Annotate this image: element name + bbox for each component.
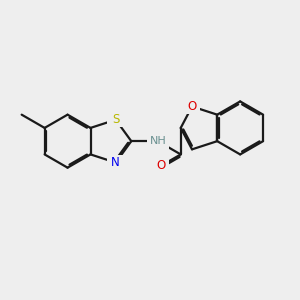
Text: NH: NH [149, 136, 166, 146]
Text: O: O [157, 159, 166, 172]
FancyBboxPatch shape [147, 134, 169, 148]
Text: N: N [111, 156, 120, 169]
FancyBboxPatch shape [184, 99, 200, 114]
Text: O: O [188, 100, 196, 113]
Text: S: S [112, 113, 119, 126]
FancyBboxPatch shape [107, 112, 124, 127]
FancyBboxPatch shape [153, 158, 169, 173]
FancyBboxPatch shape [107, 155, 124, 170]
